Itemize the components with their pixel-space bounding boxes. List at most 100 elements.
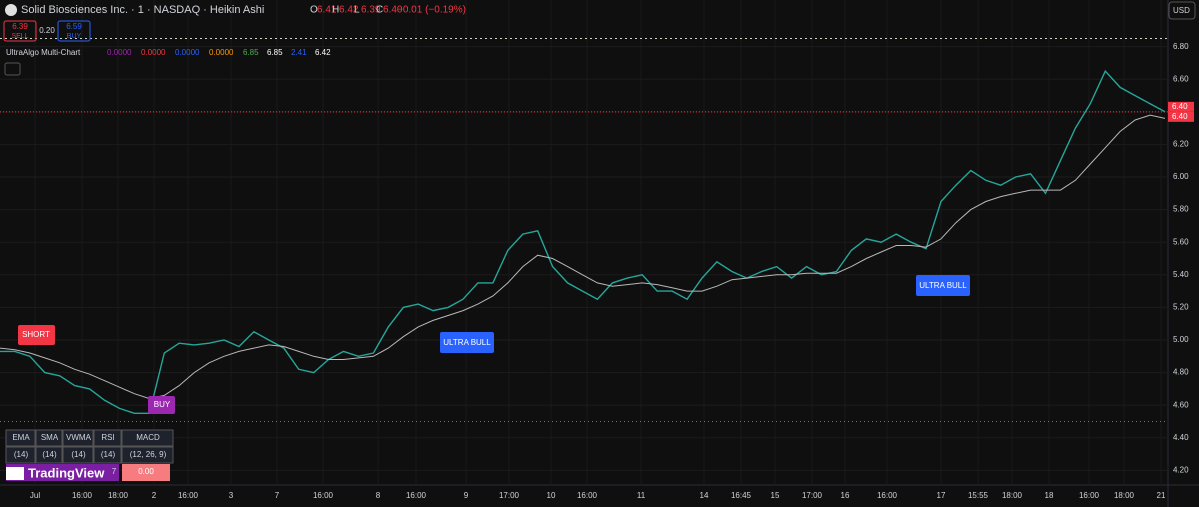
indicator: UltraAlgo Multi-Chart 0.0000 0.0000 0.0000… bbox=[6, 48, 331, 57]
x-tick-label: 7 bbox=[275, 491, 280, 500]
x-tick-label: 18 bbox=[1045, 491, 1054, 500]
x-tick-label: 10 bbox=[547, 491, 556, 500]
x-tick-label: 14 bbox=[700, 491, 709, 500]
table-cell bbox=[5, 446, 36, 464]
x-tick-label: 17:00 bbox=[499, 491, 520, 500]
price-tag bbox=[1168, 101, 1194, 112]
x-tick-label: 18:00 bbox=[1002, 491, 1023, 500]
price-tag bbox=[1168, 111, 1194, 122]
x-tick-label: 18:00 bbox=[108, 491, 129, 500]
y-tick-label: 6.00 bbox=[1173, 172, 1189, 181]
x-tick-label: 16:45 bbox=[731, 491, 752, 500]
table-header: VWMA bbox=[66, 433, 92, 442]
plot bbox=[0, 0, 1168, 485]
indicator-value: 6.85 bbox=[243, 48, 259, 57]
y-tick-label: 4.20 bbox=[1173, 465, 1189, 474]
series-line bbox=[0, 69, 1166, 414]
series-line bbox=[0, 114, 1166, 400]
x-tick-label: 8 bbox=[376, 491, 381, 500]
ohlc-key: C bbox=[376, 5, 383, 16]
y-tick-label: 5.00 bbox=[1173, 335, 1189, 344]
x-tick-label: 17 bbox=[937, 491, 946, 500]
table-cell-text: (14) bbox=[14, 450, 29, 459]
ohlc-value: 6.39 bbox=[361, 5, 381, 16]
table-cell bbox=[121, 429, 174, 447]
y-tick-label: 5.40 bbox=[1173, 270, 1189, 279]
sell-label[interactable]: SELL bbox=[11, 33, 28, 40]
currency-button[interactable] bbox=[1168, 1, 1196, 20]
table-cell bbox=[62, 446, 94, 464]
y-tick-label: 4.40 bbox=[1173, 433, 1189, 442]
signal bbox=[148, 396, 175, 414]
y-tick-label: 5.80 bbox=[1173, 205, 1189, 214]
signal bbox=[440, 332, 494, 353]
currency[interactable]: USD bbox=[1173, 6, 1190, 15]
table-cell bbox=[93, 446, 122, 464]
ohlc-value: 6.41 bbox=[317, 5, 337, 16]
indicator-value: 0.0000 bbox=[209, 48, 234, 57]
signal-label: ULTRA BULL bbox=[919, 281, 967, 290]
symbol-logo bbox=[5, 4, 17, 16]
x-tick-label: 11 bbox=[637, 491, 646, 500]
x-tick-label: 16:00 bbox=[178, 491, 199, 500]
x-tick-label: Jul bbox=[30, 491, 40, 500]
x-tick-label: 3 bbox=[229, 491, 234, 500]
y-tick-label: 6.20 bbox=[1173, 140, 1189, 149]
table-cell-text: (14) bbox=[101, 450, 116, 459]
logo: TradingView bbox=[28, 465, 105, 480]
x-tick-label: 21 bbox=[1157, 491, 1166, 500]
collapse-button[interactable] bbox=[4, 62, 21, 76]
x-tick-label: 16:00 bbox=[313, 491, 334, 500]
indicator-value: 6.85 bbox=[267, 48, 283, 57]
table-cell bbox=[6, 464, 119, 481]
ohlc-key: L bbox=[354, 5, 360, 16]
x-tick-label: 17:00 bbox=[802, 491, 823, 500]
y-tick-label: 6.60 bbox=[1173, 74, 1189, 83]
indicator-table: EMA SMA VWMA RSI MACD (14) (14) (14) (14) (12, 26… bbox=[5, 429, 174, 481]
y-tick-label: 6.80 bbox=[1173, 42, 1189, 51]
table-header: MACD bbox=[136, 433, 160, 442]
sell-button[interactable] bbox=[3, 20, 37, 42]
table-cell-text: (12, 26, 9) bbox=[130, 450, 167, 459]
y-tick-label: 5.20 bbox=[1173, 302, 1189, 311]
signal bbox=[916, 275, 970, 296]
table-cell bbox=[35, 429, 63, 447]
x-tick-label: 16:00 bbox=[406, 491, 427, 500]
table-cell bbox=[122, 464, 170, 481]
table-cell bbox=[121, 446, 174, 464]
y-tick-label: 5.60 bbox=[1173, 237, 1189, 246]
indicator-value: 2.41 bbox=[291, 48, 307, 57]
signal-label: ULTRA BULL bbox=[443, 338, 491, 347]
buy-button[interactable] bbox=[57, 20, 91, 42]
table-cell bbox=[35, 446, 63, 464]
indicator-name: UltraAlgo Multi-Chart bbox=[6, 48, 81, 57]
table-cell bbox=[62, 429, 94, 447]
x-tick-label: 16:00 bbox=[72, 491, 93, 500]
table-cell-text: 7 bbox=[112, 467, 117, 476]
x-tick-label: 16:00 bbox=[1079, 491, 1100, 500]
y-tick-label: 4.60 bbox=[1173, 400, 1189, 409]
price-tag-label: 6.40 bbox=[1172, 102, 1188, 111]
ohlc-value: 6.40 bbox=[383, 5, 403, 16]
buy-label[interactable]: BUY bbox=[67, 33, 82, 40]
symbol: Solid Biosciences Inc. · 1 · NASDAQ · He… bbox=[21, 4, 264, 16]
x-tick-label: 15:55 bbox=[968, 491, 989, 500]
ohlc-key: O bbox=[310, 5, 318, 16]
ohlc-key: H bbox=[332, 5, 339, 16]
price-tag-label: 6.40 bbox=[1172, 112, 1188, 121]
indicator-value: 0.0000 bbox=[175, 48, 200, 57]
table-header: EMA bbox=[12, 433, 30, 442]
x-tick-label: 9 bbox=[464, 491, 469, 500]
indicator-value: 0.0000 bbox=[141, 48, 166, 57]
signal bbox=[18, 325, 55, 345]
sell-price[interactable]: 6.39 bbox=[12, 22, 28, 31]
indicator-value: 0.0000 bbox=[107, 48, 132, 57]
x-tick-label: 2 bbox=[152, 491, 157, 500]
y-tick-label: 4.80 bbox=[1173, 368, 1189, 377]
change: −0.01 (−0.19%) bbox=[397, 5, 466, 16]
buy-price[interactable]: 6.59 bbox=[66, 22, 82, 31]
indicator-value: 6.42 bbox=[315, 48, 331, 57]
table-cell-text: (14) bbox=[42, 450, 57, 459]
